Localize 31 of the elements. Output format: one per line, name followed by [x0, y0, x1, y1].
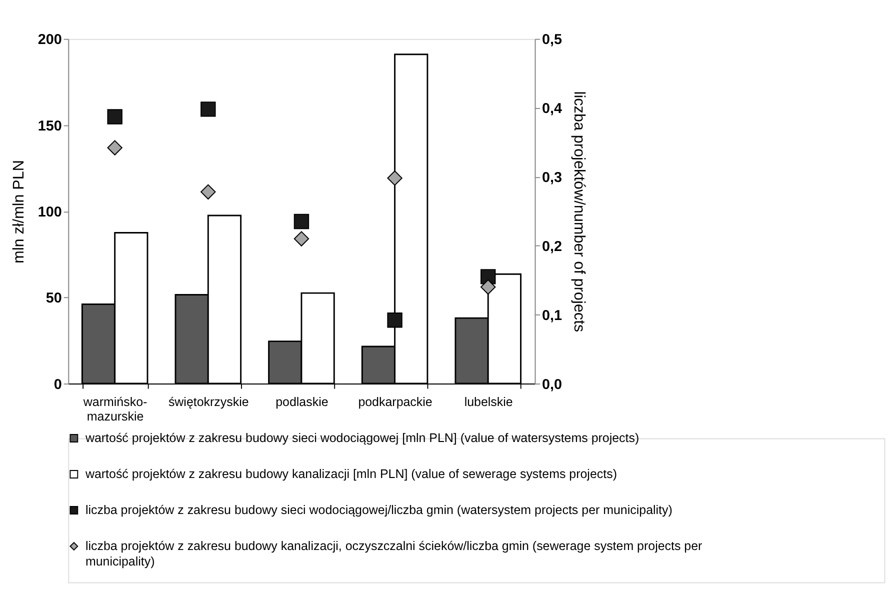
- legend-label: liczba projektów z zakresu budowy sieci wodociągowej/liczba gmin (watersystem projects per municipality): [85, 503, 672, 518]
- point: [387, 170, 402, 186]
- point: [294, 214, 310, 230]
- y2-tick-label: 0,2: [542, 238, 562, 255]
- y-tick-label: 200: [38, 32, 62, 48]
- point: [200, 184, 216, 200]
- x-tick-label: podlaskie: [276, 395, 328, 410]
- point: [107, 140, 122, 156]
- y-tick-label: 150: [38, 118, 62, 134]
- y2-tick-label: 0,5: [542, 32, 562, 48]
- y2-tick-label: 0,0: [542, 376, 562, 393]
- legend-label: wartość projektów z zakresu budowy sieci wodociągowej [mln PLN] (value of watersystems projects): [84, 431, 640, 446]
- y-tick-label: 50: [46, 290, 62, 307]
- point: [387, 312, 402, 328]
- x-tick-label: świętokrzyskie: [168, 395, 249, 410]
- x-tick-label: podkarpackie: [358, 395, 432, 410]
- legend-label: liczba projektów z zakresu budowy kanalizacji, oczyszczalni ścieków/liczba gmin (sewerage system projects per municipality): [85, 539, 702, 568]
- y-tick-label: 100: [38, 204, 62, 220]
- point: [480, 279, 496, 295]
- y2-tick-label: 0,3: [542, 170, 562, 186]
- y-tick-label: 0: [54, 376, 62, 393]
- y-axis-title: mln zł/mln PLN: [10, 160, 28, 264]
- y2-axis-title: liczba projektów/number of projects: [570, 91, 588, 332]
- y2-tick-label: 0,4: [542, 101, 562, 118]
- legend-label: wartość projektów z zakresu budowy kanalizacji [mln PLN] (value of sewerage systems projects): [84, 467, 617, 482]
- x-tick-label: lubelskie: [464, 395, 513, 410]
- point: [200, 102, 216, 117]
- point: [294, 231, 310, 246]
- y2-tick-label: 0,1: [542, 308, 562, 324]
- x-tick-label: warmińsko-mazurskie: [82, 395, 148, 424]
- point: [107, 109, 122, 124]
